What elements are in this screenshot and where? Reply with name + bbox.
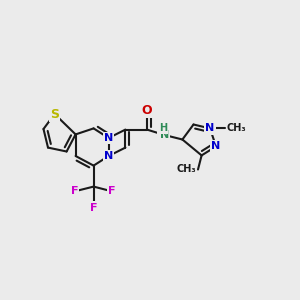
Text: N: N (160, 130, 169, 140)
Text: S: S (50, 107, 59, 121)
Text: N: N (212, 141, 220, 152)
Text: O: O (142, 104, 152, 117)
Text: N: N (104, 151, 113, 161)
Text: N: N (104, 133, 113, 143)
Text: N: N (104, 133, 113, 143)
Text: CH₃: CH₃ (177, 164, 197, 175)
Text: O: O (142, 104, 152, 117)
Text: F: F (71, 186, 78, 197)
Text: H: H (158, 125, 167, 136)
Text: CH₃: CH₃ (226, 123, 246, 134)
Text: N: N (160, 130, 169, 140)
Text: N: N (206, 123, 214, 134)
Text: F: F (90, 202, 97, 213)
Text: H: H (159, 123, 167, 134)
Text: N: N (104, 151, 113, 161)
Text: F: F (109, 186, 116, 197)
Text: N: N (212, 141, 220, 152)
Text: S: S (50, 107, 59, 121)
Text: N: N (206, 123, 214, 134)
